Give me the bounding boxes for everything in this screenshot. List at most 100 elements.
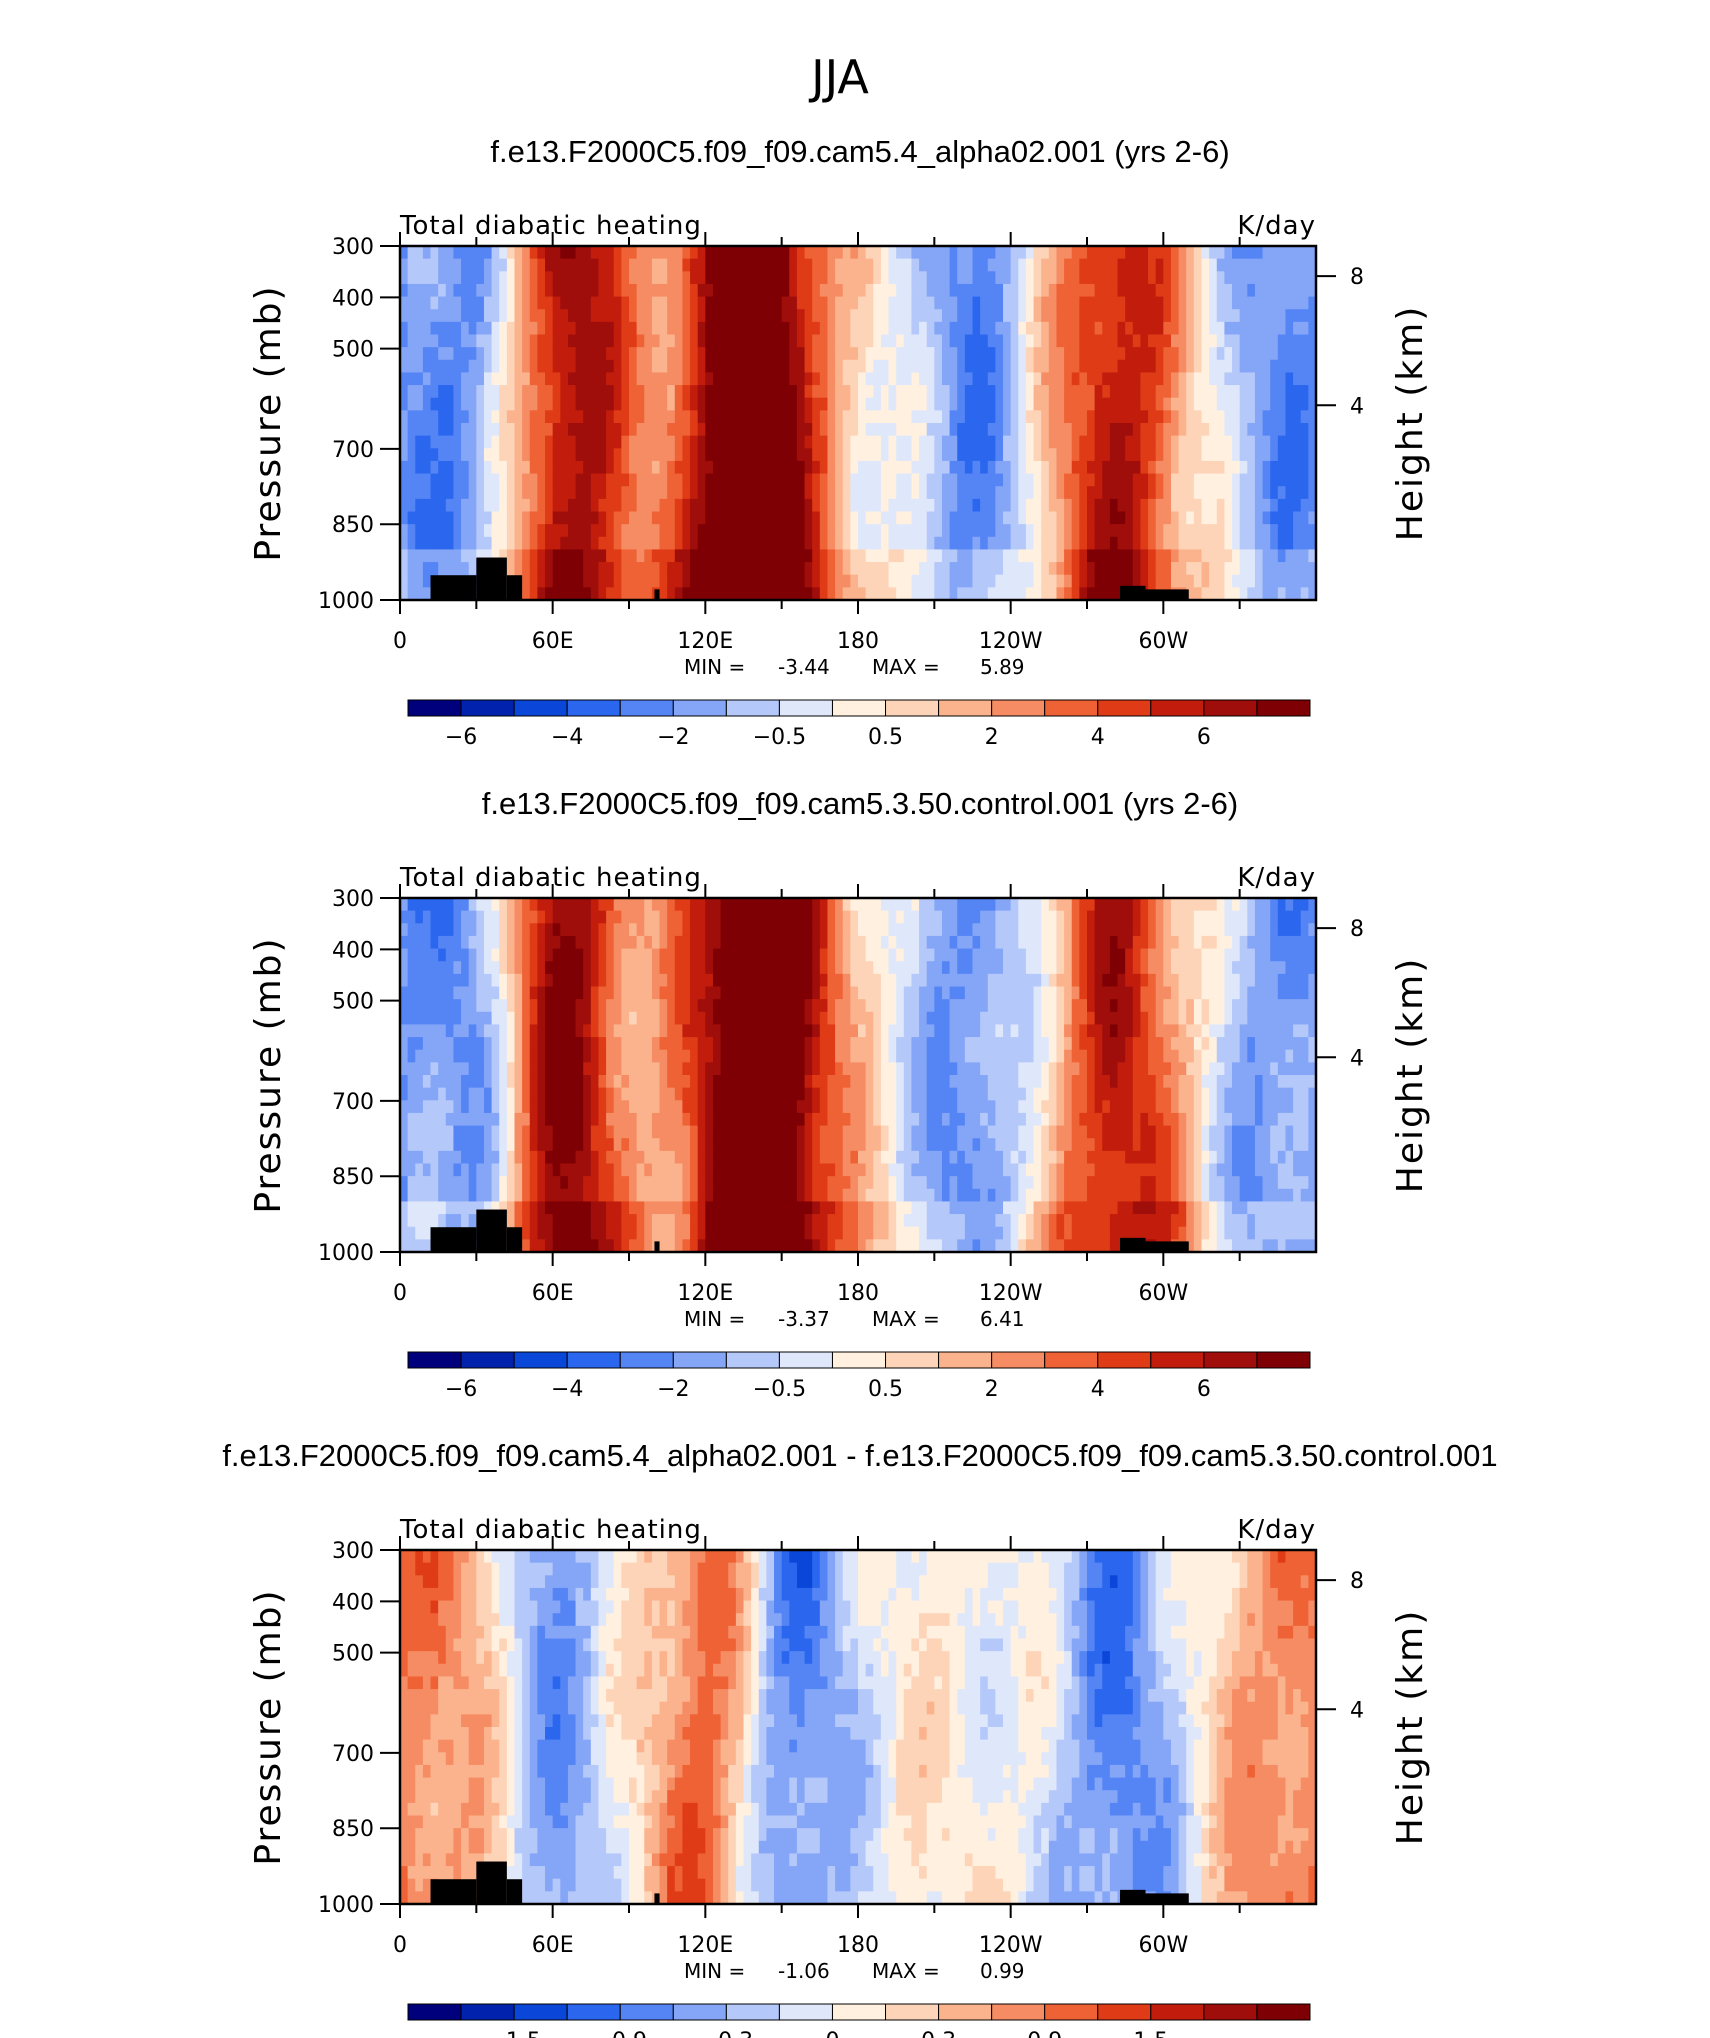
heatmap-cell	[522, 334, 531, 348]
heatmap-cell	[903, 258, 913, 272]
heatmap-cell	[537, 1100, 546, 1114]
heatmap-cell	[850, 258, 859, 272]
heatmap-cell	[621, 410, 630, 424]
heatmap-cell	[712, 397, 722, 411]
heatmap-cell	[873, 524, 882, 538]
heatmap-cell	[430, 1176, 439, 1190]
heatmap-cell	[743, 935, 752, 950]
heatmap-cell	[415, 948, 424, 962]
heatmap-cell	[644, 1138, 653, 1152]
heatmap-cell	[1262, 473, 1271, 487]
heatmap-cell	[506, 410, 516, 424]
heatmap-cell	[819, 524, 829, 538]
heatmap-cell	[514, 271, 523, 285]
heatmap-cell	[499, 986, 508, 1000]
heatmap-cell	[751, 1176, 760, 1190]
heatmap-cell	[552, 486, 561, 500]
heatmap-cell	[583, 397, 592, 411]
heatmap-cell	[827, 283, 836, 298]
heatmap-cell	[598, 271, 607, 285]
heatmap-cell	[483, 910, 493, 924]
heatmap-cell	[690, 935, 699, 950]
heatmap-cell	[842, 460, 851, 475]
heatmap-cell	[1277, 271, 1287, 285]
heatmap-cell	[422, 321, 432, 336]
heatmap-cell	[712, 283, 722, 298]
heatmap-cell	[590, 1087, 600, 1101]
heatmap-cell	[995, 562, 1004, 576]
heatmap-cell	[712, 536, 722, 551]
heatmap-cell	[751, 283, 760, 298]
heatmap-cell	[1071, 309, 1080, 323]
heatmap-cell	[1201, 536, 1210, 551]
heatmap-cell	[896, 587, 905, 601]
heatmap-cell	[774, 1024, 783, 1038]
heatmap-cell	[705, 385, 714, 399]
heatmap-cell	[980, 397, 989, 411]
heatmap-cell	[590, 1049, 600, 1063]
heatmap-cell	[522, 999, 531, 1013]
heatmap-cell	[995, 574, 1004, 588]
heatmap-cell	[506, 923, 516, 937]
heatmap-cell	[522, 246, 531, 260]
heatmap-cell	[972, 372, 981, 386]
heatmap-cell	[743, 1100, 752, 1114]
heatmap-cell	[583, 910, 592, 924]
heatmap-cell	[400, 347, 409, 361]
heatmap-cell	[667, 524, 676, 538]
heatmap-cell	[972, 549, 981, 563]
heatmap-cell	[1193, 347, 1203, 361]
heatmap-cell	[1262, 435, 1271, 449]
heatmap-cell	[1094, 258, 1103, 272]
heatmap-cell	[674, 473, 684, 487]
heatmap-cell	[621, 1049, 630, 1063]
heatmap-cell	[674, 935, 684, 950]
heatmap-cell	[430, 347, 439, 361]
heatmap-cell	[995, 587, 1004, 601]
heatmap-cell	[468, 309, 477, 323]
heatmap-cell	[796, 1100, 806, 1114]
heatmap-cell	[1125, 486, 1134, 500]
heatmap-cell	[545, 1226, 554, 1240]
heatmap-cell	[720, 1125, 729, 1139]
heatmap-cell	[1270, 309, 1279, 323]
heatmap-cell	[415, 296, 424, 310]
heatmap-cell	[1155, 562, 1164, 576]
heatmap-cell	[1277, 524, 1287, 538]
heatmap-cell	[552, 1062, 561, 1076]
heatmap-cell	[483, 935, 493, 950]
heatmap-cell	[1254, 296, 1264, 310]
heatmap-cell	[682, 1226, 691, 1240]
heatmap-cell	[461, 999, 470, 1013]
heatmap-cell	[613, 1125, 622, 1139]
heatmap-cell	[842, 271, 851, 285]
heatmap-cell	[819, 473, 829, 487]
heatmap-cell	[476, 372, 485, 386]
heatmap-cell	[926, 283, 935, 298]
heatmap-cell	[491, 309, 500, 323]
heatmap-cell	[1102, 246, 1111, 260]
heatmap-cell	[987, 460, 996, 475]
heatmap-cell	[644, 1125, 653, 1139]
heatmap-cell	[667, 1011, 676, 1026]
heatmap-cell	[506, 973, 516, 988]
heatmap-cell	[781, 423, 790, 437]
heatmap-cell	[422, 498, 432, 513]
heatmap-cell	[422, 562, 432, 576]
heatmap-cell	[728, 511, 737, 525]
heatmap-cell	[590, 1037, 600, 1051]
heatmap-cell	[682, 1138, 691, 1152]
heatmap-cell	[461, 935, 470, 950]
heatmap-cell	[1102, 258, 1111, 272]
heatmap-cell	[712, 1011, 722, 1026]
heatmap-cell	[575, 334, 584, 348]
heatmap-cell	[682, 948, 691, 962]
heatmap-cell	[1010, 372, 1019, 386]
heatmap-cell	[781, 258, 790, 272]
heatmap-cell	[1285, 410, 1294, 424]
heatmap-cell	[812, 460, 821, 475]
heatmap-cell	[919, 574, 928, 588]
heatmap-cell	[560, 1138, 569, 1152]
heatmap-cell	[743, 435, 752, 449]
heatmap-cell	[987, 347, 996, 361]
